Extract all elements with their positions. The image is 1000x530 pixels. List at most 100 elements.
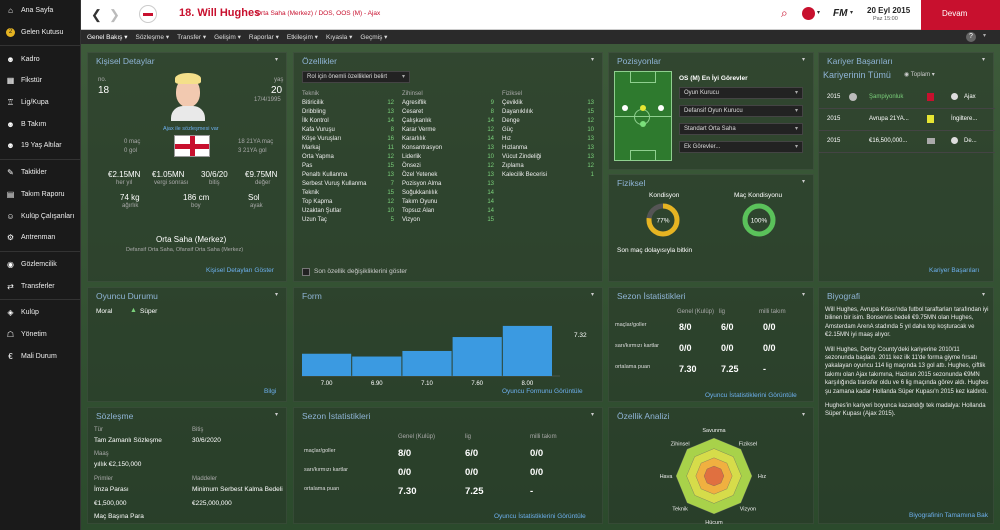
tab-development[interactable]: Gelişim ▾ [214, 34, 241, 41]
sidebar-item-u19[interactable]: ☻ 19 Yaş Altılar [0, 135, 80, 157]
sidebar-item-scouting[interactable]: ◉ Gözlemcilik [0, 254, 80, 276]
attribute-value: 8 [390, 127, 394, 133]
total-toggle[interactable]: ◉ Toplam ▾ [904, 72, 935, 78]
panel-menu-icon[interactable]: ▾ [590, 292, 594, 298]
tab-history[interactable]: Geçmiş ▾ [360, 34, 388, 41]
role-dropdown-central-midfielder[interactable]: Standart Orta Saha ▾ [679, 123, 803, 135]
fm-logo[interactable]: FM [833, 8, 848, 19]
back-arrow-icon[interactable]: ❮ [91, 7, 102, 22]
player-subtitle: Orta Saha (Merkez) / DOS, OOS (M) - Ajax [256, 10, 381, 17]
panel-menu-icon[interactable]: ▾ [981, 57, 985, 63]
form-bar[interactable] [402, 350, 452, 376]
globe-icon[interactable] [802, 7, 815, 20]
physical-list: Çeviklik 13 Dayanıklılık 15 Denge 12 Güç 10 Hız 1… [502, 100, 594, 181]
panel-menu-icon[interactable]: ▾ [801, 292, 805, 298]
sidebar-item-transfers[interactable]: ⇄ Transferler [0, 275, 80, 297]
career-club: Ajax [964, 94, 976, 100]
sidebar-item-inbox[interactable]: 2 Gelen Kutusu [0, 22, 80, 44]
continue-button[interactable]: Devam [921, 0, 1000, 30]
attribute-row: Topsuz Alan 14 [402, 208, 494, 217]
tab-reports[interactable]: Raporlar ▾ [248, 34, 279, 41]
form-bar[interactable] [452, 337, 502, 376]
sidebar-item-home[interactable]: ⌂ Ana Sayfa [0, 0, 80, 22]
attribute-row: Vizyon 15 [402, 217, 494, 226]
recent-changes-checkbox[interactable] [302, 268, 310, 276]
panel-menu-icon[interactable]: ▾ [274, 412, 278, 418]
info-link[interactable]: Bilgi [264, 388, 277, 395]
attributes-panel: Özellikler ▾ Rol için önemli özellikleri … [293, 52, 603, 282]
role-dropdown-playmaker[interactable]: Oyun Kurucu ▾ [679, 87, 803, 99]
fm-dropdown-icon[interactable]: ▾ [850, 10, 854, 16]
panel-title: Form [302, 291, 322, 301]
club-crest-icon [951, 93, 958, 100]
view-stats-link[interactable]: Oyuncu İstatistiklerini Görüntüle [494, 513, 586, 520]
sidebar-item-fixtures[interactable]: ▦ Fikstür [0, 70, 80, 92]
panel-menu-icon[interactable]: ▾ [801, 412, 805, 418]
attribute-row: Cesaret 8 [402, 109, 494, 118]
tab-contract[interactable]: Sözleşme ▾ [135, 34, 170, 41]
sidebar-item-label: Gözlemcilik [21, 260, 57, 268]
sidebar-item-training[interactable]: ⚙ Antrenman [0, 227, 80, 249]
attribute-value: 13 [587, 154, 594, 160]
attribute-name: Konsantrasyon [402, 145, 443, 151]
expiry-label: bitiş [209, 180, 220, 186]
england-flag-icon [174, 135, 210, 157]
tab-overview[interactable]: Genel Bakış ▾ [87, 34, 128, 41]
full-biography-link[interactable]: Biyografinin Tamamına Bak [909, 512, 989, 519]
career-achievement: Şampiyonluk [869, 94, 904, 100]
after-tax-label: vergi sonrası [154, 180, 189, 186]
panel-menu-icon[interactable]: ▾ [590, 412, 594, 418]
tab-transfer[interactable]: Transfer ▾ [177, 34, 207, 41]
sidebar-item-b-team[interactable]: ☻ B Takım [0, 113, 80, 135]
date-of-birth: 17/4/1995 [254, 97, 281, 103]
season-stats-panel-top: Sezon İstatistikleri ▾ Genel (Kulüp) lig … [608, 287, 814, 402]
sidebar-item-squad[interactable]: ☻ Kadro [0, 48, 80, 70]
height-label: boy [191, 203, 201, 209]
stats-cell: 6/0 [721, 322, 734, 332]
sidebar-item-tactics[interactable]: ✎ Taktikler [0, 162, 80, 184]
sidebar-item-finance[interactable]: € Mali Durum [0, 345, 80, 367]
attribute-row: Kafa Vuruşu 8 [302, 127, 394, 136]
role-dropdown-deep-playmaker[interactable]: Defansif Oyun Kurucu ▾ [679, 105, 803, 117]
panel-menu-icon[interactable]: ▾ [981, 292, 985, 298]
panel-menu-icon[interactable]: ▾ [274, 292, 278, 298]
sidebar-item-board[interactable]: ☖ Yönetim [0, 324, 80, 346]
form-bar[interactable] [302, 353, 352, 376]
layout-dropdown-icon[interactable]: ▾ [983, 33, 987, 39]
sidebar-item-label: Fikstür [21, 77, 42, 85]
view-stats-link[interactable]: Oyuncu İstatistiklerini Görüntüle [705, 392, 797, 399]
stats-row-label: sarı/kırmızı kartlar [304, 467, 349, 473]
sidebar-item-league[interactable]: ♖ Lig/Kupa [0, 92, 80, 114]
attribute-name: Dribbling [302, 109, 326, 115]
chevron-down-icon: ▾ [794, 108, 798, 114]
panel-menu-icon[interactable]: ▾ [590, 57, 594, 63]
panel-menu-icon[interactable]: ▾ [801, 179, 805, 185]
forward-arrow-icon[interactable]: ❯ [109, 7, 120, 22]
tab-interaction[interactable]: Etkileşim ▾ [286, 34, 318, 41]
attribute-name: Pas [302, 163, 313, 169]
sidebar-item-label: Lig/Kupa [21, 99, 49, 107]
role-dropdown-extra-roles[interactable]: Ek Görevler... ▾ [679, 141, 803, 153]
game-time: Paz 15:00 [873, 16, 898, 22]
tab-compare[interactable]: Kıyasla ▾ [325, 34, 353, 41]
attribute-row: Denge 12 [502, 118, 594, 127]
panel-menu-icon[interactable]: ▾ [801, 57, 805, 63]
show-personal-details-link[interactable]: Kişisel Detayları Göster [206, 267, 274, 274]
sidebar-item-team-report[interactable]: ▤ Takım Raporu [0, 184, 80, 206]
sidebar-item-staff[interactable]: ☺ Kulüp Çalışanları [0, 205, 80, 227]
view-form-link[interactable]: Oyuncu Formunu Görüntüle [502, 388, 583, 395]
club-crest-icon[interactable] [139, 5, 157, 23]
form-bar[interactable] [502, 325, 552, 376]
form-bar[interactable] [352, 356, 402, 376]
search-icon[interactable]: ⌕ [781, 6, 788, 20]
release-clause-value: €225,000,000 [192, 500, 232, 507]
career-achievements-link[interactable]: Kariyer Başarıları [929, 267, 980, 274]
help-icon[interactable]: ? [966, 32, 976, 42]
b-team-icon: ☻ [6, 119, 15, 129]
attribute-value: 14 [487, 208, 494, 214]
sidebar-item-club[interactable]: ◈ Kulüp [0, 302, 80, 324]
globe-dropdown-icon[interactable]: ▾ [817, 10, 821, 16]
panel-menu-icon[interactable]: ▾ [274, 57, 278, 63]
role-select[interactable]: Rol için önemli özellikleri belirt ▾ [302, 71, 410, 83]
sidebar-item-label: Gelen Kutusu [21, 29, 64, 37]
